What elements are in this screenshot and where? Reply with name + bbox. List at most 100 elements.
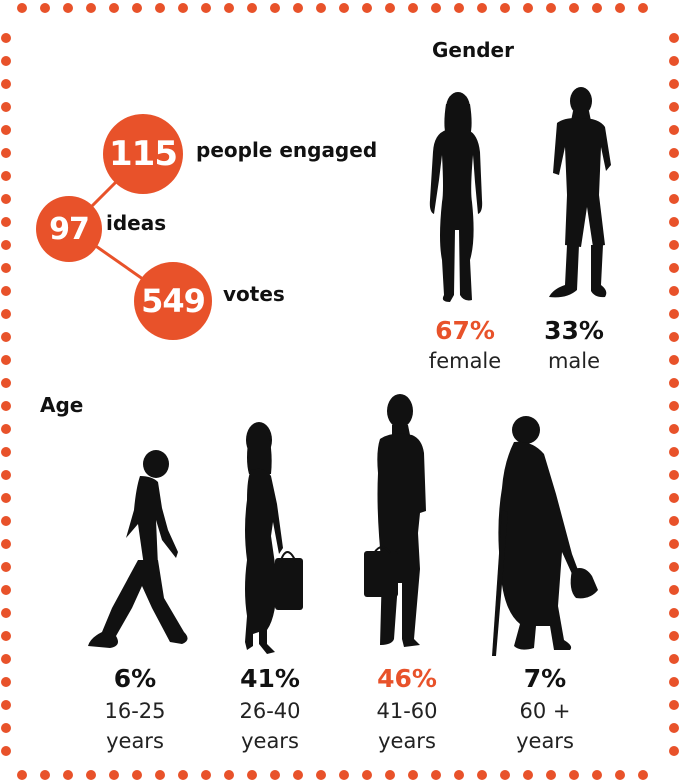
border-dot [385,3,395,13]
border-dot [477,3,487,13]
elderly-woman-cane-silhouette-icon [492,416,598,656]
border-dot [569,3,579,13]
female-percentage: 67% [435,316,495,345]
border-dot [454,3,464,13]
border-dot [293,770,303,780]
border-dot [669,332,679,342]
border-dot [1,700,11,710]
border-dot [224,770,234,780]
border-dot [669,102,679,112]
border-dot [669,447,679,457]
border-dot [224,3,234,13]
border-dot [1,677,11,687]
border-dot [132,3,142,13]
border-dot [669,171,679,181]
border-dot [1,240,11,250]
border-dot [1,148,11,158]
border-dot [669,585,679,595]
age-group-3-range: 41-60 [376,699,438,723]
border-dot [178,3,188,13]
border-dot [454,770,464,780]
border-dot [669,631,679,641]
border-dot [431,3,441,13]
age-group-1-unit: years [106,729,164,753]
border-dot [1,378,11,388]
border-dot [270,770,280,780]
border-dot [1,56,11,66]
border-dot [669,33,679,43]
border-dot [1,585,11,595]
border-dot [1,332,11,342]
border-dot [477,770,487,780]
age-group-1-percentage: 6% [113,664,157,693]
age-group-4-unit: years [516,729,574,753]
border-dot [155,770,165,780]
ideas-label: ideas [106,211,167,235]
border-dot [1,125,11,135]
border-dot [362,770,372,780]
border-dot [178,770,188,780]
border-dot [669,217,679,227]
border-dot [546,3,556,13]
border-dot [1,355,11,365]
age-group-4-range: 60 + [519,699,571,723]
border-dot [669,493,679,503]
border-dot [247,3,257,13]
woman-handbag-silhouette-icon [245,422,303,654]
border-dot [638,3,648,13]
border-dot [669,401,679,411]
age-group-1-range: 16-25 [104,699,166,723]
border-dot [615,770,625,780]
businessman-briefcase-silhouette-icon [364,394,426,647]
border-dot [669,516,679,526]
border-dot [1,424,11,434]
border-dot [669,562,679,572]
border-dot [132,770,142,780]
border-dot [293,3,303,13]
border-dot [1,263,11,273]
border-dot [1,79,11,89]
border-dot [669,700,679,710]
border-dot [385,770,395,780]
age-group-4-percentage: 7% [523,664,567,693]
people-engaged-value: 115 [109,134,178,174]
border-dot [669,125,679,135]
border-dot [40,3,50,13]
border-dot [40,770,50,780]
border-dot [669,746,679,756]
border-dot [669,263,679,273]
male-silhouette-icon [549,87,611,298]
border-dot [408,770,418,780]
border-dot [1,746,11,756]
gender-heading: Gender [432,38,514,62]
border-dot [408,3,418,13]
border-dot [63,770,73,780]
border-dot [1,217,11,227]
age-group-3-unit: years [378,729,436,753]
border-dot [201,3,211,13]
border-dot [1,447,11,457]
age-heading: Age [40,393,84,417]
border-dot [546,770,556,780]
border-dot [339,770,349,780]
border-dot [569,770,579,780]
votes-bubble: 549 [134,262,212,340]
age-group-2-range: 26-40 [239,699,301,723]
border-dot [592,3,602,13]
votes-value: 549 [141,282,206,320]
border-dot [669,355,679,365]
border-dot [1,654,11,664]
border-dot [669,378,679,388]
border-dot [638,770,648,780]
border-dot [1,401,11,411]
border-dot [669,654,679,664]
border-dot [669,470,679,480]
people-engaged-bubble: 115 [103,114,183,194]
age-group-3-percentage: 46% [377,664,437,693]
border-dot [109,3,119,13]
border-dot [1,171,11,181]
age-group-2-unit: years [241,729,299,753]
border-dot [431,770,441,780]
border-dot [669,148,679,158]
border-dot [270,3,280,13]
